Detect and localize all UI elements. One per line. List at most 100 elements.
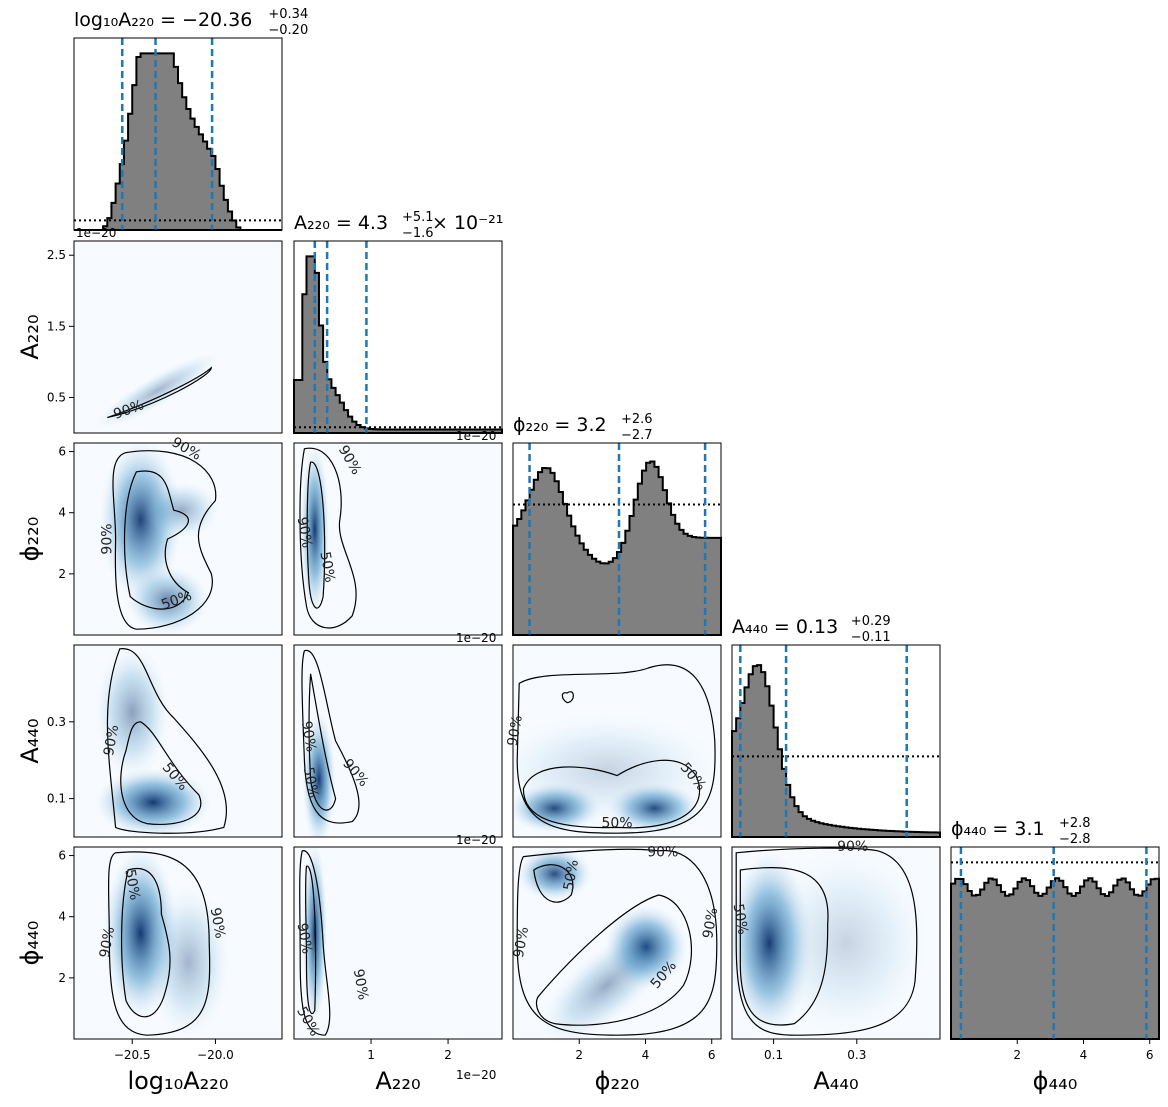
density-blob xyxy=(94,645,170,780)
contour-line xyxy=(735,847,918,1036)
contour-label: 90% xyxy=(700,906,721,939)
density-bg-1-0 xyxy=(74,241,282,433)
contour-label: 90% xyxy=(99,523,115,554)
panel-frame-4-0 xyxy=(73,846,283,1040)
contour-line xyxy=(121,867,171,1018)
panel-frame-3-2 xyxy=(512,644,722,838)
y-tick-label: 4 xyxy=(58,910,66,924)
panel-frame-4-1 xyxy=(293,846,503,1040)
title-upper-err: +0.29 xyxy=(851,614,891,629)
contour-line xyxy=(533,864,574,903)
contour-line xyxy=(301,650,360,824)
title-upper-err: +2.6 xyxy=(621,412,653,427)
title-upper-err: +0.34 xyxy=(268,7,308,22)
histogram-phi220 xyxy=(512,460,722,636)
contour-line xyxy=(516,664,716,834)
contour-line xyxy=(106,648,228,834)
title-main: ϕ₄₄₀ = 3.1 xyxy=(951,818,1045,840)
contour-line xyxy=(535,894,693,1026)
panel-frame-diag-4 xyxy=(950,846,1160,1040)
title-log10_A220: log₁₀A₂₂₀ = −20.36 +0.34−0.20 xyxy=(74,7,308,38)
density-blob xyxy=(517,847,593,901)
title-lower-err: −0.11 xyxy=(851,630,891,645)
density-bg-4-1 xyxy=(294,847,502,1039)
title-A220: A₂₂₀ = 4.3 +5.1−1.6 × 10⁻²¹ xyxy=(294,210,503,241)
contour-label: 50% xyxy=(561,858,582,891)
y-tick-label: 1.5 xyxy=(47,319,66,333)
panel-frame-3-0 xyxy=(73,644,283,838)
density-blob xyxy=(126,565,210,635)
contour-label: 90% xyxy=(294,922,315,955)
contour-label: 50% xyxy=(316,550,337,583)
density-blob xyxy=(93,352,221,430)
contour-line xyxy=(107,366,212,419)
histogram-A440 xyxy=(731,664,941,838)
contour-label: 90% xyxy=(97,926,118,959)
panel-frame-3-1 xyxy=(293,644,503,838)
x-axis-label: ϕ₄₄₀ xyxy=(1033,1067,1078,1095)
x-offset-label: 1e−20 xyxy=(456,631,496,645)
x-tick-label: 4 xyxy=(642,1048,650,1062)
title-lower-err: −0.20 xyxy=(268,23,308,38)
density-blob xyxy=(539,925,675,1045)
x-axis-label: A₂₂₀ xyxy=(375,1067,420,1095)
contour-label: 50% xyxy=(121,868,142,901)
contour-line xyxy=(107,851,211,1036)
title-phi440: ϕ₄₄₀ = 3.1 +2.8−2.8 xyxy=(951,816,1091,847)
y-tick-label: 2.5 xyxy=(47,248,66,262)
title-lower-err: −2.7 xyxy=(621,428,653,443)
title-lower-err: −2.8 xyxy=(1059,832,1091,847)
density-blob xyxy=(98,443,183,601)
contour-label: 90% xyxy=(647,845,678,861)
y-axis-label: ϕ₄₄₀ xyxy=(16,921,44,966)
contour-line xyxy=(516,848,718,1036)
y-tick-label: 0.5 xyxy=(47,390,66,404)
title-upper-err: +2.8 xyxy=(1059,816,1091,831)
contour-label: 50% xyxy=(730,903,751,936)
title-main: log₁₀A₂₂₀ = −20.36 xyxy=(74,9,252,31)
x-tick-label: −20.5 xyxy=(114,1048,151,1062)
title-main: A₄₄₀ = 0.13 xyxy=(732,616,838,638)
contour-label: 90% xyxy=(294,516,315,549)
panel-frame-diag-2 xyxy=(512,442,722,636)
x-tick-label: 2 xyxy=(575,1048,583,1062)
x-axis-label: ϕ₂₂₀ xyxy=(595,1067,640,1095)
panel-frame-diag-1 xyxy=(293,240,503,434)
contour-line xyxy=(120,721,202,825)
contour-line xyxy=(123,470,190,610)
contour-line xyxy=(306,461,326,609)
density-blob xyxy=(146,885,230,1039)
title-A440: A₄₄₀ = 0.13 +0.29−0.11 xyxy=(732,614,891,645)
contour-label: 90% xyxy=(511,926,532,959)
y-axis-label: A₂₂₀ xyxy=(16,314,44,359)
density-blob xyxy=(763,847,930,1039)
title-main: ϕ₂₂₀ = 3.2 xyxy=(513,414,607,436)
x-axis-label: A₄₄₀ xyxy=(813,1067,858,1095)
x-tick-label: 6 xyxy=(708,1048,716,1062)
y-tick-label: 6 xyxy=(58,849,66,863)
x-tick-label: −20.0 xyxy=(197,1048,234,1062)
contour-label: 90% xyxy=(505,714,526,747)
contour-line xyxy=(304,865,317,1015)
contour-label: 90% xyxy=(101,724,122,757)
contour-line xyxy=(112,450,217,630)
y-tick-label: 2 xyxy=(58,567,66,581)
x-offset-label: 1e−20 xyxy=(456,1068,496,1082)
y-tick-label: 0.1 xyxy=(47,792,66,806)
contour-label: 90% xyxy=(207,906,228,939)
x-tick-label: 1 xyxy=(367,1048,375,1062)
x-tick-label: 0.1 xyxy=(764,1048,783,1062)
x-axis-label: log₁₀A₂₂₀ xyxy=(127,1067,228,1095)
title-phi220: ϕ₂₂₀ = 3.2 +2.6−2.7 xyxy=(513,412,653,443)
contour-label: 90% xyxy=(298,720,319,753)
panel-frame-4-2 xyxy=(512,846,722,1040)
title-lower-err: −1.6 xyxy=(402,226,434,241)
contour-line xyxy=(299,447,357,629)
histogram-phi440 xyxy=(950,877,1160,1040)
x-tick-label: 0.3 xyxy=(847,1048,866,1062)
y-tick-label: 2 xyxy=(58,971,66,985)
x-offset-label: 1e−20 xyxy=(456,833,496,847)
panel-frame-diag-0 xyxy=(73,37,283,231)
x-tick-label: 4 xyxy=(1080,1048,1088,1062)
density-blob xyxy=(302,712,336,837)
